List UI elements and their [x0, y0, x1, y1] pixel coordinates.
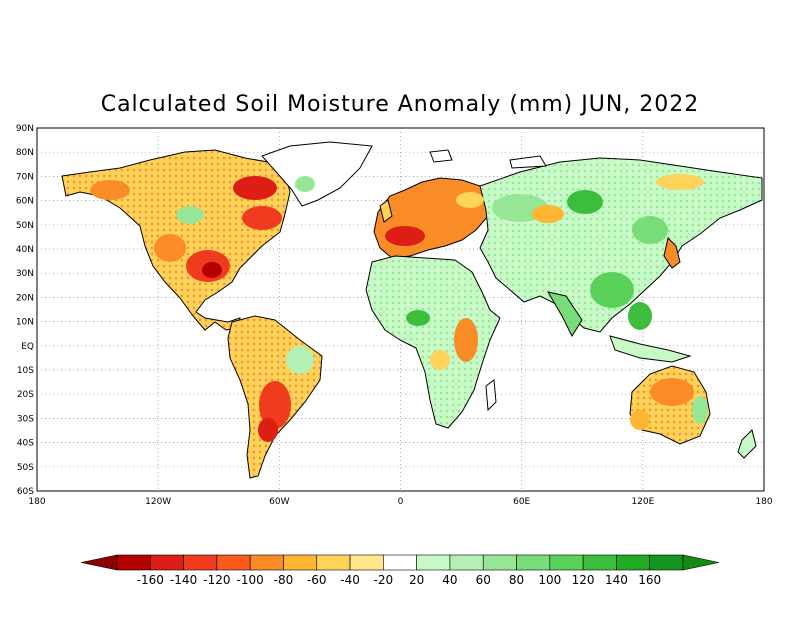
- colorbar-label: 100: [538, 573, 561, 587]
- colorbar-swatch: [249, 554, 284, 571]
- lat-tick-label: 30N: [16, 269, 34, 279]
- latitude-labels: 90N 80N 70N 60N 50N 40N 30N 20N 10N EQ 10S 20S 30S 40…: [16, 124, 34, 497]
- colorbar-label: -40: [340, 573, 360, 587]
- lat-tick-label: 10N: [16, 318, 34, 328]
- colorbar-label: -160: [137, 573, 164, 587]
- colorbar-label: 80: [509, 573, 524, 587]
- greenland: [261, 141, 373, 207]
- colorbar-label: 40: [442, 573, 457, 587]
- lon-tick-label: 180: [755, 497, 772, 507]
- colorbar-label: 120: [572, 573, 595, 587]
- colorbar-swatch: [283, 554, 318, 571]
- colorbar-label: -120: [203, 573, 230, 587]
- colorbar-label: 140: [605, 573, 628, 587]
- colorbar-swatch: [582, 554, 617, 571]
- longitude-labels: 180 120W 60W 0 60E 120E 180: [28, 497, 772, 507]
- arctic-islands-2: [509, 155, 547, 169]
- map-title: Calculated Soil Moisture Anomaly (mm) JU…: [100, 92, 700, 117]
- colorbar-swatch: [183, 554, 218, 571]
- colorbar-low-arrow: [80, 554, 118, 571]
- colorbar-swatch: [349, 554, 384, 571]
- arctic-islands: [429, 149, 453, 163]
- lat-tick-label: 40S: [17, 439, 34, 449]
- colorbar-label: -80: [274, 573, 294, 587]
- lat-tick-label: 90N: [16, 124, 34, 134]
- lon-tick-label: 60E: [513, 497, 530, 507]
- lat-tick-label: 30S: [17, 414, 34, 424]
- colorbar-swatch: [449, 554, 484, 571]
- anomaly-shading: [90, 174, 708, 442]
- lat-tick-label: 60N: [16, 197, 34, 207]
- colorbar-swatch: [549, 554, 584, 571]
- lat-tick-label: 40N: [16, 245, 34, 255]
- lat-tick-label: 20S: [17, 390, 34, 400]
- map-layer: [37, 128, 764, 491]
- japan: [663, 237, 681, 269]
- colorbar-swatch: [149, 554, 184, 571]
- lat-tick-label: 70N: [16, 172, 34, 182]
- lat-tick-label: 50N: [16, 221, 34, 231]
- colorbar-label: -140: [170, 573, 197, 587]
- lat-tick-label: 80N: [16, 148, 34, 158]
- colorbar-swatch: [116, 554, 151, 571]
- colorbar-swatch: [649, 554, 684, 571]
- colorbar-label: 60: [476, 573, 491, 587]
- lon-tick-label: 60W: [269, 497, 289, 507]
- southeast-asia-islands: [609, 335, 692, 363]
- colorbar-label: -20: [374, 573, 394, 587]
- colorbar-swatch: [216, 554, 251, 571]
- lat-tick-label: 10S: [17, 366, 34, 376]
- colorbar: -160 -140 -120 -100 -80 -60 -40 -20 20 40 60 80 100 1…: [80, 554, 720, 587]
- colorbar-swatch: [516, 554, 551, 571]
- africa: [365, 255, 501, 429]
- colorbar-swatch: [616, 554, 651, 571]
- colorbar-swatch: [482, 554, 517, 571]
- lon-tick-label: 120E: [631, 497, 654, 507]
- new-zealand: [737, 429, 757, 459]
- madagascar: [485, 379, 497, 412]
- colorbar-label: 20: [409, 573, 424, 587]
- lon-tick-label: 180: [28, 497, 45, 507]
- lon-tick-label: 0: [398, 497, 404, 507]
- lat-tick-label: EQ: [21, 342, 34, 352]
- colorbar-label: -60: [307, 573, 327, 587]
- lon-tick-label: 120W: [145, 497, 171, 507]
- india: [546, 291, 583, 338]
- colorbar-swatch: [416, 554, 451, 571]
- lat-tick-label: 50S: [17, 463, 34, 473]
- colorbar-label: 160: [638, 573, 661, 587]
- british-isles: [379, 199, 393, 223]
- lat-tick-label: 60S: [17, 487, 34, 497]
- colorbar-high-arrow: [682, 554, 720, 571]
- colorbar-swatch: [383, 554, 417, 571]
- colorbar-label: -100: [237, 573, 264, 587]
- lat-tick-label: 20N: [16, 293, 34, 303]
- asia: [479, 157, 763, 333]
- colorbar-swatch: [316, 554, 351, 571]
